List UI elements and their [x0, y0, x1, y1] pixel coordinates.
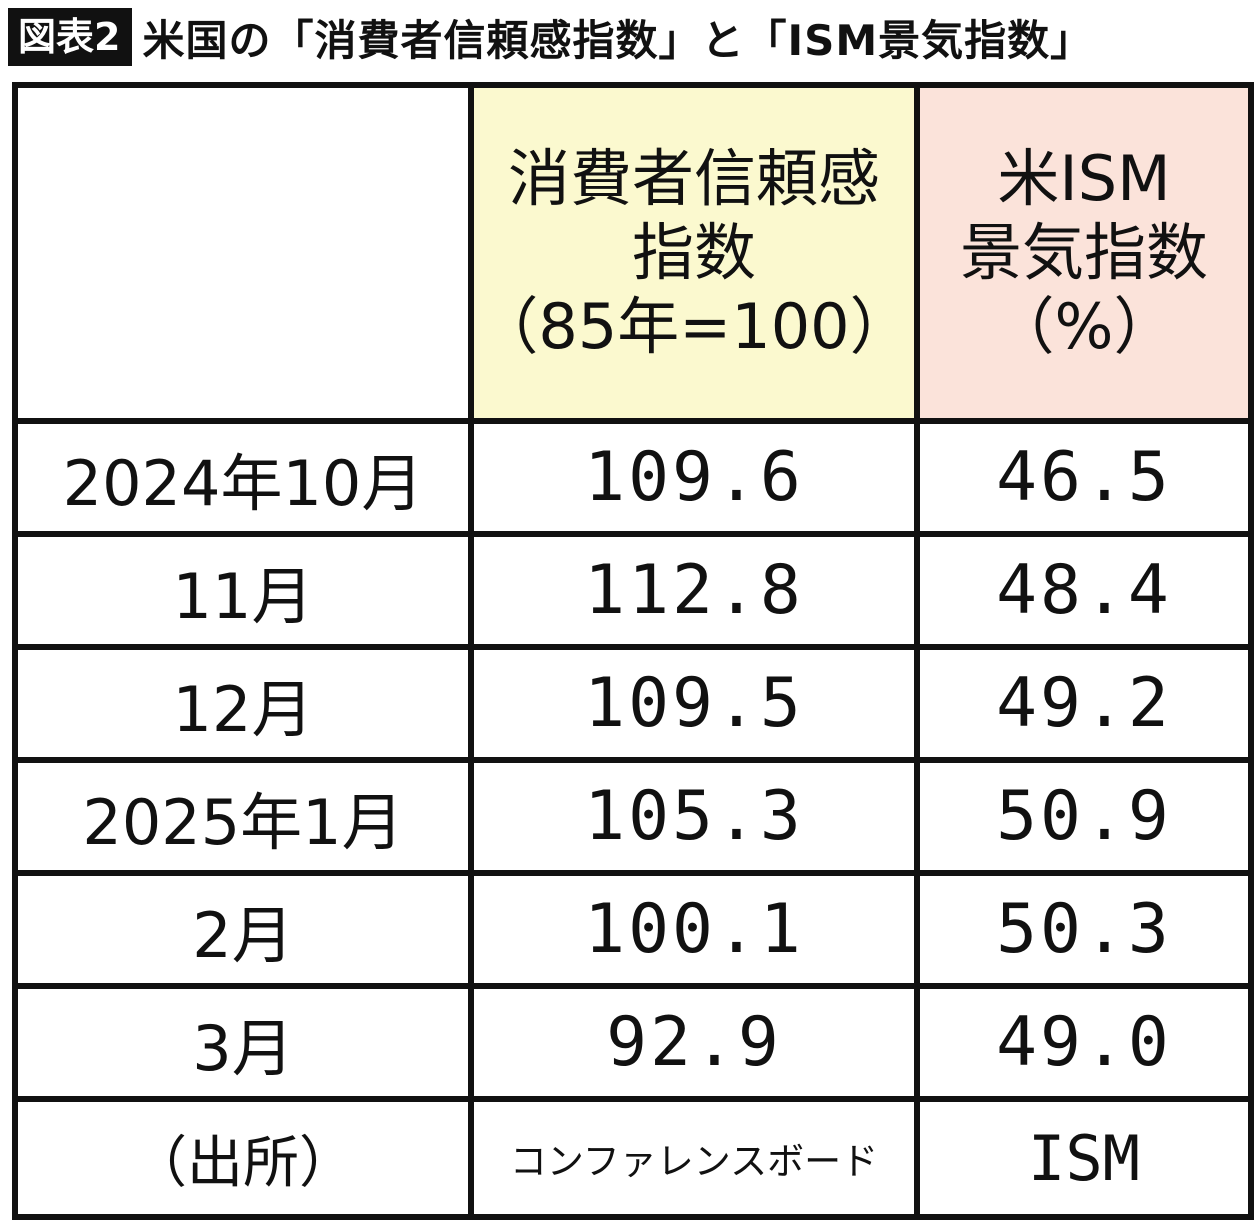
table-header-row: 消費者信頼感 指数 （85年=100） 米ISM 景気指数 （%）	[12, 82, 1254, 424]
row-period: 12月	[12, 644, 474, 763]
figure-title: 米国の「消費者信頼感指数」と「ISM景気指数」	[142, 15, 1094, 65]
source-ism: ISM	[914, 1096, 1254, 1220]
row-ism-value: 50.9	[914, 757, 1254, 876]
row-period: 11月	[12, 531, 474, 650]
row-period: 2025年1月	[12, 757, 474, 876]
row-ism-value: 49.0	[914, 983, 1254, 1102]
header-confidence-line2: 指数	[631, 216, 756, 289]
source-row: （出所） コンファレンスボード ISM	[12, 1096, 1254, 1220]
header-ism-line3: （%）	[992, 290, 1176, 363]
row-period: 2月	[12, 870, 474, 989]
source-confidence: コンファレンスボード	[468, 1096, 920, 1220]
header-ism-index: 米ISM 景気指数 （%）	[914, 82, 1254, 424]
row-period: 3月	[12, 983, 474, 1102]
row-ism-value: 48.4	[914, 531, 1254, 650]
table-row: 2月 100.1 50.3	[12, 870, 1254, 989]
row-ism-value: 49.2	[914, 644, 1254, 763]
header-ism-line2: 景気指数	[959, 216, 1208, 289]
indicator-table: 消費者信頼感 指数 （85年=100） 米ISM 景気指数 （%） 2024年1…	[12, 82, 1254, 1220]
header-ism-line1: 米ISM	[997, 142, 1171, 215]
header-consumer-confidence: 消費者信頼感 指数 （85年=100）	[468, 82, 920, 424]
row-ism-value: 50.3	[914, 870, 1254, 989]
header-blank-cell	[12, 82, 474, 424]
row-confidence-value: 112.8	[468, 531, 920, 650]
figure-title-bar: 図表2 米国の「消費者信頼感指数」と「ISM景気指数」	[8, 6, 1093, 68]
row-confidence-value: 109.5	[468, 644, 920, 763]
row-period: 2024年10月	[12, 418, 474, 537]
header-confidence-line1: 消費者信頼感	[507, 142, 880, 215]
row-confidence-value: 109.6	[468, 418, 920, 537]
row-confidence-value: 92.9	[468, 983, 920, 1102]
row-confidence-value: 100.1	[468, 870, 920, 989]
table-row: 2024年10月 109.6 46.5	[12, 418, 1254, 537]
table-row: 12月 109.5 49.2	[12, 644, 1254, 763]
table-row: 11月 112.8 48.4	[12, 531, 1254, 650]
source-label: （出所）	[12, 1096, 474, 1220]
table-row: 2025年1月 105.3 50.9	[12, 757, 1254, 876]
table-row: 3月 92.9 49.0	[12, 983, 1254, 1102]
header-confidence-line3: （85年=100）	[476, 290, 912, 363]
figure-number-badge: 図表2	[8, 8, 133, 66]
row-ism-value: 46.5	[914, 418, 1254, 537]
row-confidence-value: 105.3	[468, 757, 920, 876]
